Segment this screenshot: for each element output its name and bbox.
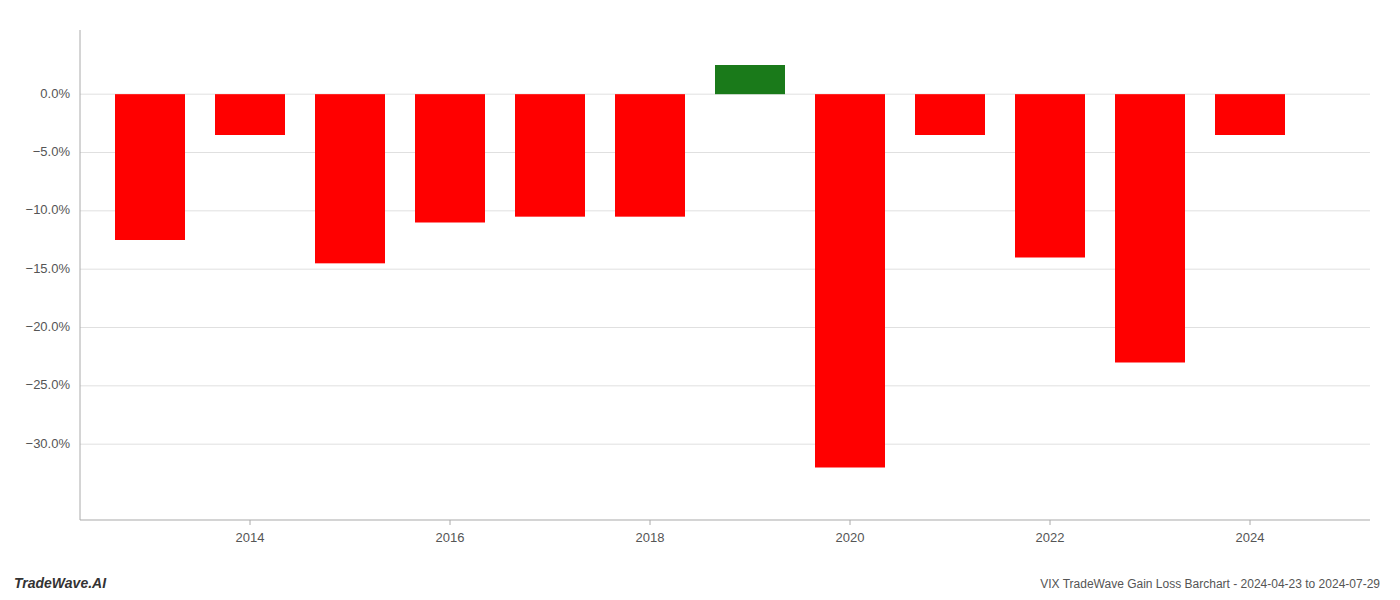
- y-axis: 0.0% −5.0% −10.0% −15.0% −20.0% −25.0% −30.0%: [26, 30, 80, 520]
- bar: [915, 94, 985, 135]
- bar: [715, 65, 785, 94]
- chart-svg: 0.0% −5.0% −10.0% −15.0% −20.0% −25.0% −30.0% 2…: [0, 0, 1400, 600]
- bar: [515, 94, 585, 216]
- x-axis: 2014 2016 2018 2020 2022 2024: [80, 520, 1370, 545]
- bar: [1215, 94, 1285, 135]
- x-tick: [650, 520, 651, 525]
- bar: [415, 94, 485, 222]
- x-tick-label: 2018: [636, 530, 665, 545]
- y-tick-label: −15.0%: [26, 261, 71, 276]
- x-tick-label: 2014: [236, 530, 265, 545]
- bar: [315, 94, 385, 263]
- bar: [115, 94, 185, 240]
- y-tick-label: −10.0%: [26, 202, 71, 217]
- y-tick-label: −25.0%: [26, 377, 71, 392]
- x-tick-label: 2024: [1236, 530, 1265, 545]
- y-tick-label: −20.0%: [26, 319, 71, 334]
- watermark: TradeWave.AI: [14, 575, 107, 591]
- chart-container: 0.0% −5.0% −10.0% −15.0% −20.0% −25.0% −30.0% 2…: [0, 0, 1400, 600]
- x-tick-label: 2020: [836, 530, 865, 545]
- bar: [815, 94, 885, 467]
- grid-line: [80, 444, 1370, 445]
- x-tick: [250, 520, 251, 525]
- grid-line: [80, 385, 1370, 386]
- x-tick-label: 2022: [1036, 530, 1065, 545]
- x-tick: [1050, 520, 1051, 525]
- x-tick-label: 2016: [436, 530, 465, 545]
- grid: [80, 94, 1370, 444]
- bar: [1015, 94, 1085, 257]
- x-tick: [450, 520, 451, 525]
- title: VIX TradeWave Gain Loss Barchart - 2024-…: [1040, 577, 1380, 591]
- y-tick-label: −5.0%: [33, 144, 71, 159]
- x-tick: [850, 520, 851, 525]
- x-axis-line: [80, 519, 1370, 520]
- x-tick: [1250, 520, 1251, 525]
- bar: [1115, 94, 1185, 362]
- y-tick-label: 0.0%: [40, 86, 70, 101]
- bar: [215, 94, 285, 135]
- bar: [615, 94, 685, 216]
- y-tick-label: −30.0%: [26, 436, 71, 451]
- y-axis-line: [80, 30, 81, 520]
- bars: [115, 65, 1285, 468]
